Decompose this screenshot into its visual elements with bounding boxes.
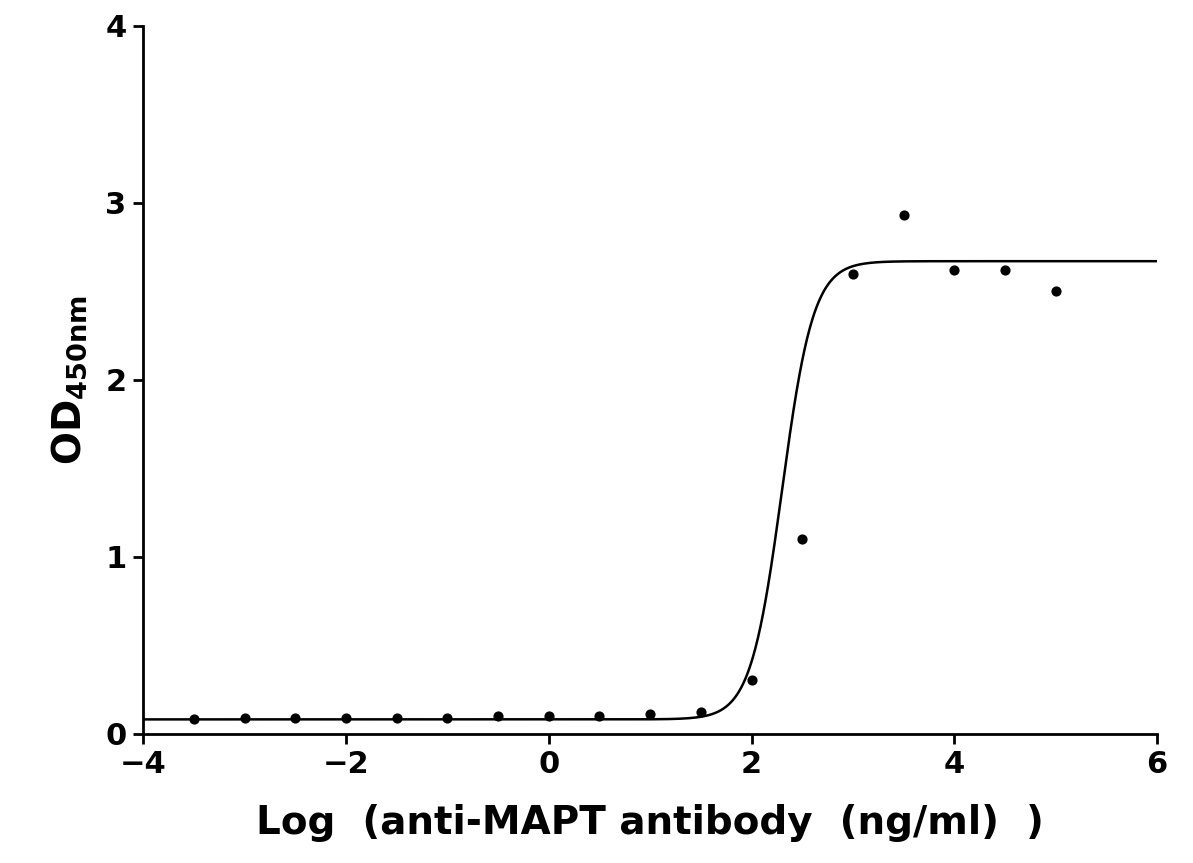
Point xyxy=(235,711,254,725)
Point xyxy=(742,673,761,687)
Point xyxy=(692,705,711,719)
Point xyxy=(1046,285,1065,299)
Point xyxy=(286,711,305,725)
Point xyxy=(184,713,203,727)
Point xyxy=(388,711,407,725)
Point xyxy=(539,709,558,723)
Point xyxy=(793,532,812,546)
Point xyxy=(438,711,457,725)
Point xyxy=(945,263,964,277)
Point xyxy=(336,711,356,725)
X-axis label: Log  (anti-MAPT antibody  (ng/ml)  ): Log (anti-MAPT antibody (ng/ml) ) xyxy=(256,804,1044,842)
Point xyxy=(591,709,610,723)
Point xyxy=(843,267,863,280)
Y-axis label: $\mathbf{OD_{450nm}}$: $\mathbf{OD_{450nm}}$ xyxy=(49,294,88,465)
Point xyxy=(641,707,660,721)
Point xyxy=(489,709,508,723)
Point xyxy=(996,263,1015,277)
Point xyxy=(895,208,914,222)
